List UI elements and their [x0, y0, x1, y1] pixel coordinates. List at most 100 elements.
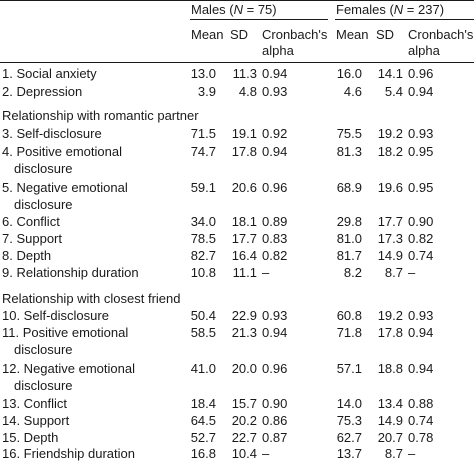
cell-m-sd: 22.7 — [231, 430, 257, 445]
row-label-continued: disclosure — [14, 378, 73, 393]
males-alpha-header-line2: alpha — [262, 43, 294, 58]
cell-f-sd: 18.8 — [377, 361, 403, 376]
cell-m-mean: 52.7 — [190, 430, 216, 445]
cell-m-alpha: 0.82 — [262, 248, 288, 263]
cell-m-alpha: 0.92 — [262, 126, 288, 141]
cell-m-mean: 58.5 — [190, 325, 216, 340]
row-label: 7. Support — [2, 231, 62, 246]
cell-f-mean: 75.5 — [336, 126, 362, 141]
cell-m-mean: 3.9 — [197, 84, 216, 99]
cell-m-sd: 10.4 — [231, 446, 257, 461]
header-bottom-rule — [0, 62, 474, 63]
cell-f-alpha: 0.88 — [408, 396, 434, 411]
cell-m-alpha: 0.94 — [262, 325, 288, 340]
cell-f-alpha: 0.93 — [408, 126, 434, 141]
row-label: 14. Support — [2, 413, 70, 428]
females-group-rule — [335, 19, 474, 20]
row-label: 4. Positive emotional — [2, 144, 122, 159]
cell-f-mean: 71.8 — [336, 325, 362, 340]
cell-m-mean: 82.7 — [190, 248, 216, 263]
cell-m-mean: 64.5 — [190, 413, 216, 428]
row-label: 6. Conflict — [2, 214, 60, 229]
cell-m-mean: 18.4 — [190, 396, 216, 411]
cell-m-mean: 71.5 — [190, 126, 216, 141]
cell-f-alpha: 0.90 — [408, 214, 434, 229]
cell-m-alpha: 0.93 — [262, 84, 288, 99]
row-label: 2. Depression — [2, 84, 83, 99]
cell-f-alpha: 0.95 — [408, 180, 434, 195]
cell-f-mean: 81.7 — [336, 248, 362, 263]
cell-f-mean: 4.6 — [343, 84, 362, 99]
females-alpha-header-line1: Cronbach's — [408, 27, 474, 42]
cell-m-sd: 16.4 — [231, 248, 257, 263]
cell-m-alpha: 0.94 — [262, 144, 288, 159]
cell-m-sd: 11.1 — [232, 265, 257, 280]
cell-f-sd: 5.4 — [384, 84, 403, 99]
row-label: 10. Self-disclosure — [2, 308, 109, 323]
males-alpha-header-line1: Cronbach's — [262, 27, 328, 42]
cell-m-sd: 22.9 — [231, 308, 257, 323]
cell-f-mean: 68.9 — [336, 180, 362, 195]
cell-f-mean: 81.0 — [336, 231, 362, 246]
cell-f-alpha: 0.95 — [408, 144, 434, 159]
cell-f-alpha: 0.94 — [408, 84, 434, 99]
cell-f-alpha: 0.74 — [408, 248, 434, 263]
row-label-continued: disclosure — [14, 197, 73, 212]
cell-f-mean: 16.0 — [336, 66, 362, 81]
cell-m-mean: 50.4 — [190, 308, 216, 323]
cell-m-mean: 74.7 — [190, 144, 216, 159]
cell-f-mean: 29.8 — [336, 214, 362, 229]
cell-m-alpha: 0.94 — [262, 66, 288, 81]
row-label: 15. Depth — [2, 430, 59, 445]
row-label-continued: disclosure — [14, 161, 73, 176]
table-top-rule — [0, 0, 474, 1]
cell-m-mean: 16.8 — [190, 446, 216, 461]
cell-f-sd: 14.9 — [377, 413, 403, 428]
cell-f-sd: 17.7 — [377, 214, 403, 229]
males-mean-header: Mean — [191, 27, 224, 42]
cell-m-sd: 20.2 — [231, 413, 257, 428]
cell-f-mean: 13.7 — [336, 446, 362, 461]
cell-m-sd: 15.7 — [231, 396, 257, 411]
cell-f-mean: 57.1 — [336, 361, 362, 376]
section-heading-partner: Relationship with romantic partner — [2, 108, 199, 123]
cell-m-alpha: 0.93 — [262, 308, 288, 323]
cell-f-sd: 17.3 — [377, 231, 403, 246]
cell-m-alpha: 0.89 — [262, 214, 288, 229]
cell-f-alpha: 0.74 — [408, 413, 434, 428]
cell-f-sd: 17.8 — [377, 325, 403, 340]
cell-m-mean: 41.0 — [190, 361, 216, 376]
cell-m-mean: 13.0 — [190, 66, 216, 81]
row-label: 9. Relationship duration — [2, 265, 139, 280]
females-mean-header: Mean — [336, 27, 369, 42]
cell-m-sd: 19.1 — [231, 126, 257, 141]
cell-m-alpha: 0.90 — [262, 396, 288, 411]
cell-m-mean: 78.5 — [190, 231, 216, 246]
row-label: 5. Negative emotional — [2, 180, 128, 195]
cell-m-sd: 20.0 — [231, 361, 257, 376]
cell-f-alpha: 0.96 — [408, 66, 434, 81]
cell-f-sd: 14.9 — [377, 248, 403, 263]
row-label: 1. Social anxiety — [2, 66, 97, 81]
cell-m-alpha: 0.83 — [262, 231, 288, 246]
cell-m-alpha: 0.96 — [262, 180, 288, 195]
cell-m-mean: 10.8 — [190, 265, 216, 280]
cell-m-mean: 34.0 — [190, 214, 216, 229]
cell-m-mean: 59.1 — [190, 180, 216, 195]
cell-f-mean: 60.8 — [336, 308, 362, 323]
cell-f-mean: 8.2 — [343, 265, 362, 280]
cell-m-alpha: – — [262, 265, 270, 280]
cell-f-mean: 14.0 — [336, 396, 362, 411]
cell-m-alpha: – — [262, 446, 270, 461]
cell-f-sd: 19.2 — [377, 308, 403, 323]
cell-f-sd: 8.7 — [384, 446, 403, 461]
females-group-header: Females (N = 237) — [336, 2, 445, 17]
males-group-header: Males (N = 75) — [191, 2, 277, 17]
cell-f-alpha: 0.94 — [408, 325, 434, 340]
cell-f-alpha: 0.93 — [408, 308, 434, 323]
section-heading-friend: Relationship with closest friend — [2, 291, 181, 306]
row-label: 13. Conflict — [2, 396, 68, 411]
cell-m-alpha: 0.87 — [262, 430, 288, 445]
cell-f-alpha: 0.78 — [408, 430, 434, 445]
